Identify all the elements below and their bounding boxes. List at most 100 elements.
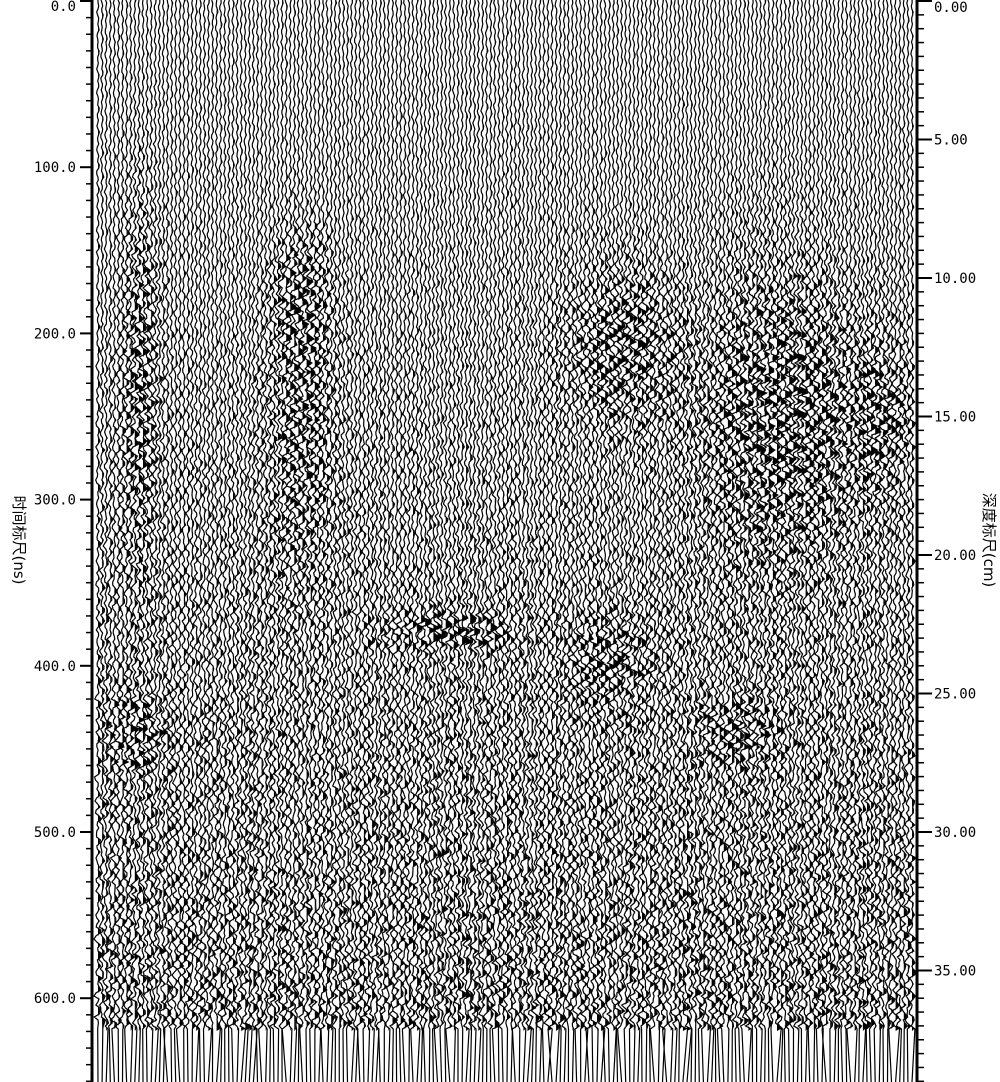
trace [874,0,887,1082]
trace [825,0,838,1082]
trace-positive-fill [417,0,423,1031]
trace [183,0,194,1082]
trace [779,0,793,1082]
trace [351,0,361,1082]
trace [555,0,566,1082]
trace [616,0,629,1082]
trace [493,0,505,1082]
wiggle-traces [93,0,918,1082]
trace-positive-fill [171,0,175,1031]
trace [890,0,902,1082]
trace-positive-fill [282,0,287,1031]
trace [841,0,853,1082]
trace-positive-fill [118,0,124,1031]
trace [497,0,509,1082]
trace-positive-fill [159,0,165,1031]
trace-positive-fill [588,0,594,1031]
trace [96,0,107,1082]
trace [277,0,288,1082]
trace-positive-fill [486,0,492,1031]
trace-positive-fill [687,0,691,1031]
trace [252,0,263,1082]
trace [547,0,558,1082]
trace [608,0,621,1082]
trace-positive-fill [388,0,393,1031]
trace [845,0,857,1082]
trace [260,0,271,1082]
trace [203,0,213,1082]
trace-positive-fill [351,0,355,1031]
trace-positive-fill [527,0,532,1031]
trace-positive-fill [355,0,360,1031]
trace [579,0,591,1082]
trace [784,0,797,1082]
trace [448,0,461,1082]
trace [886,0,897,1082]
trace [93,0,104,1082]
trace [518,0,529,1082]
trace-positive-fill [621,0,627,1031]
trace [718,0,731,1082]
trace [523,0,533,1082]
trace [444,0,456,1082]
trace [142,0,154,1082]
trace [485,0,498,1082]
trace-positive-fill [740,0,746,1031]
trace-positive-fill [515,0,518,1031]
trace [330,0,340,1082]
trace-positive-fill [453,0,459,1031]
trace [706,0,717,1082]
trace [240,0,251,1082]
trace [436,0,448,1082]
depth-tick-label: 35.00 [934,964,976,980]
depth-tick-label: 15.00 [934,410,976,426]
trace [219,0,230,1082]
trace-positive-fill [650,0,655,1031]
trace [792,0,805,1082]
trace [726,0,739,1082]
trace-positive-fill [437,0,443,1031]
trace [297,0,310,1082]
trace-positive-fill [707,0,711,1031]
trace-positive-fill [237,0,241,1031]
trace-positive-fill [846,0,852,1031]
trace [731,0,744,1082]
trace [899,0,910,1082]
trace [375,0,385,1082]
trace-positive-fill [613,0,619,1031]
trace [632,0,645,1082]
trace [510,0,520,1082]
trace [600,0,611,1082]
trace-positive-fill [318,0,324,1031]
trace [236,0,247,1082]
trace [808,0,821,1082]
trace [326,0,337,1082]
trace [105,0,117,1082]
trace [788,0,801,1082]
time-tick-label: 0.0 [51,0,76,15]
trace [857,0,869,1082]
trace [666,0,677,1082]
trace-positive-fill [261,0,265,1031]
trace [853,0,866,1082]
trace [109,0,120,1082]
trace-positive-fill [102,0,106,1031]
trace [362,0,373,1082]
trace [178,0,190,1082]
trace [379,0,390,1082]
trace-positive-fill [200,0,203,1031]
trace [339,0,348,1082]
trace [309,0,322,1082]
trace [199,0,210,1082]
trace [702,0,713,1082]
trace [698,0,709,1082]
trace [584,0,596,1082]
trace [767,0,781,1082]
trace-positive-fill [822,0,827,1031]
trace [530,0,541,1082]
trace-positive-fill [887,0,892,1031]
trace-positive-fill [458,0,462,1031]
trace [571,0,583,1082]
trace [412,0,425,1082]
trace [138,0,151,1082]
